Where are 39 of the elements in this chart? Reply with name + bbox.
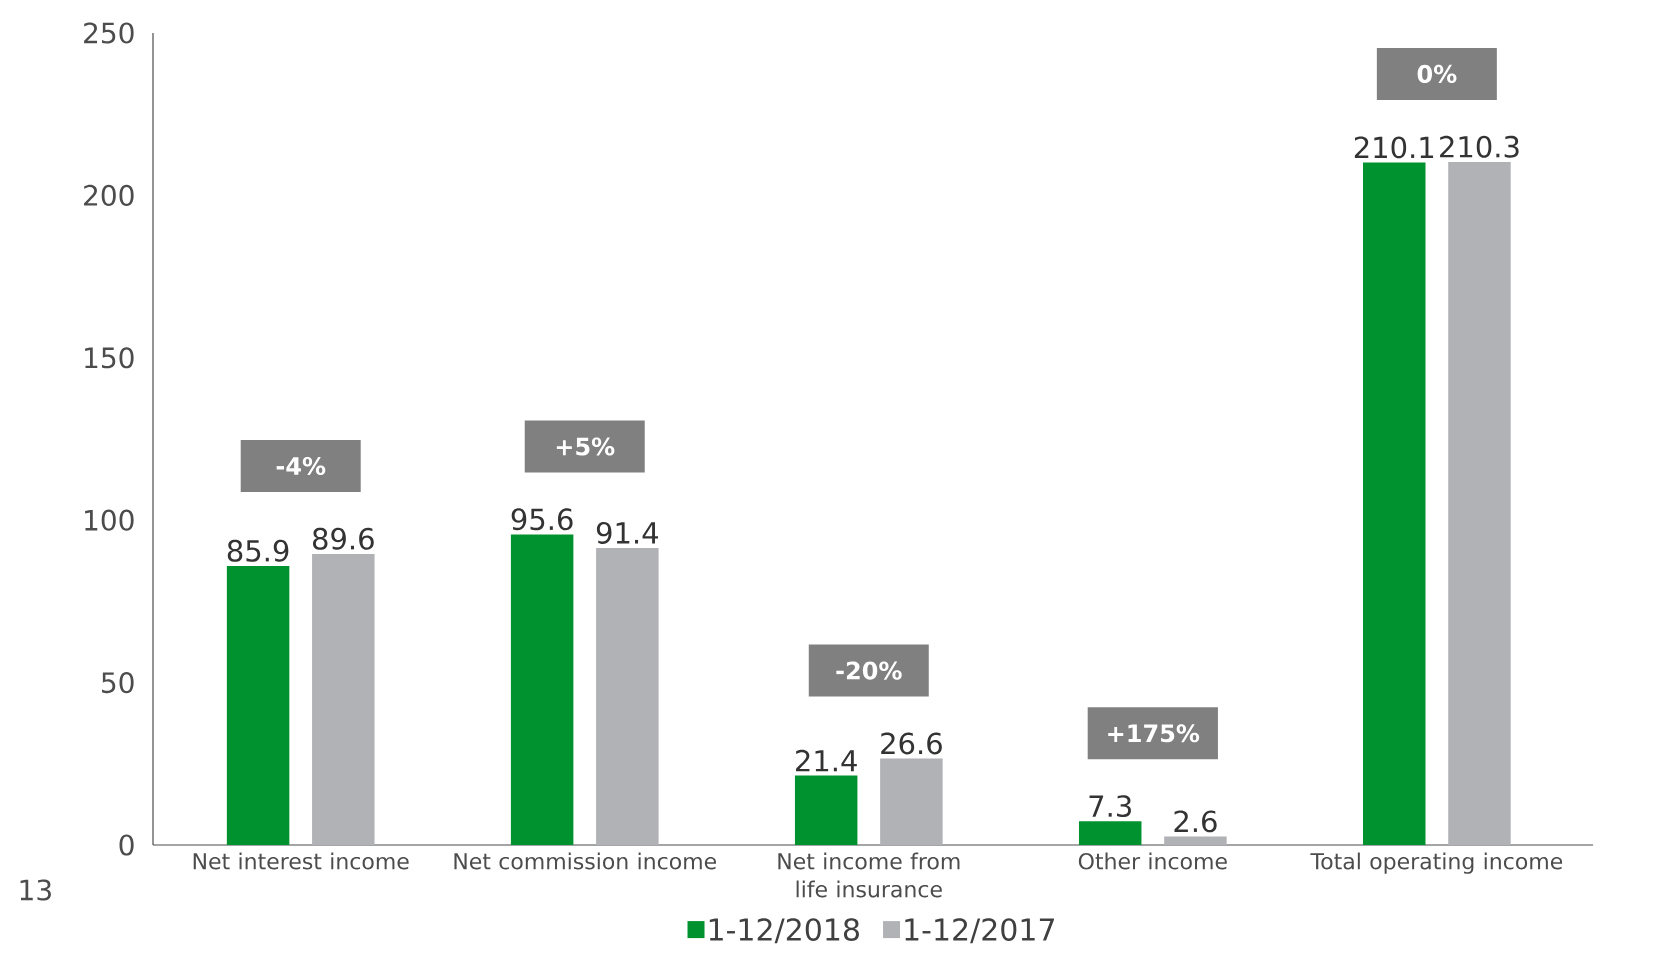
y-tick-label: 50 (102, 672, 134, 694)
annotation: +175% (1108, 724, 1200, 743)
bar (794, 775, 858, 845)
data-label: 210.1 (1354, 136, 1434, 159)
bar (312, 553, 375, 845)
x-tick-label: Other income (1078, 852, 1227, 870)
data-label: 95.6 (511, 508, 573, 531)
annotation: -20% (836, 661, 902, 680)
x-tick-label: Net income from life insurance (778, 852, 960, 898)
bar (596, 548, 659, 845)
bar (1448, 161, 1511, 845)
bar (1078, 821, 1142, 845)
x-tick-label: Net commission income (454, 852, 716, 870)
data-label: 85.9 (227, 539, 289, 562)
data-label: 2.6 (1174, 810, 1217, 833)
data-label: 7.3 (1089, 795, 1131, 818)
legend-label: 1-12/2017 (905, 918, 1054, 944)
data-label: 26.6 (881, 732, 942, 755)
annotation: 0% (1417, 64, 1457, 84)
text: 13 (20, 879, 51, 901)
y-tick-label: 0 (119, 834, 134, 856)
annotation: -4% (276, 456, 326, 476)
y-tick-label: 200 (84, 184, 134, 206)
data-label: 21.4 (796, 749, 857, 772)
bar (510, 534, 574, 845)
y-tick-label: 250 (84, 22, 134, 44)
annotation: +5% (556, 437, 615, 456)
bar (1363, 162, 1426, 845)
y-tick-label: 150 (85, 347, 134, 369)
bar (880, 758, 943, 845)
bar (226, 565, 290, 845)
x-tick-label: Net interest income (193, 852, 409, 870)
x-tick-label: Total operating income (1310, 852, 1563, 874)
legend-label: 1-12/2018 (709, 918, 859, 944)
bar (1164, 836, 1227, 845)
y-tick-label: 100 (85, 509, 134, 531)
data-label: 89.6 (312, 527, 374, 550)
data-label: 91.4 (596, 521, 658, 544)
data-label: 210.3 (1440, 135, 1519, 158)
